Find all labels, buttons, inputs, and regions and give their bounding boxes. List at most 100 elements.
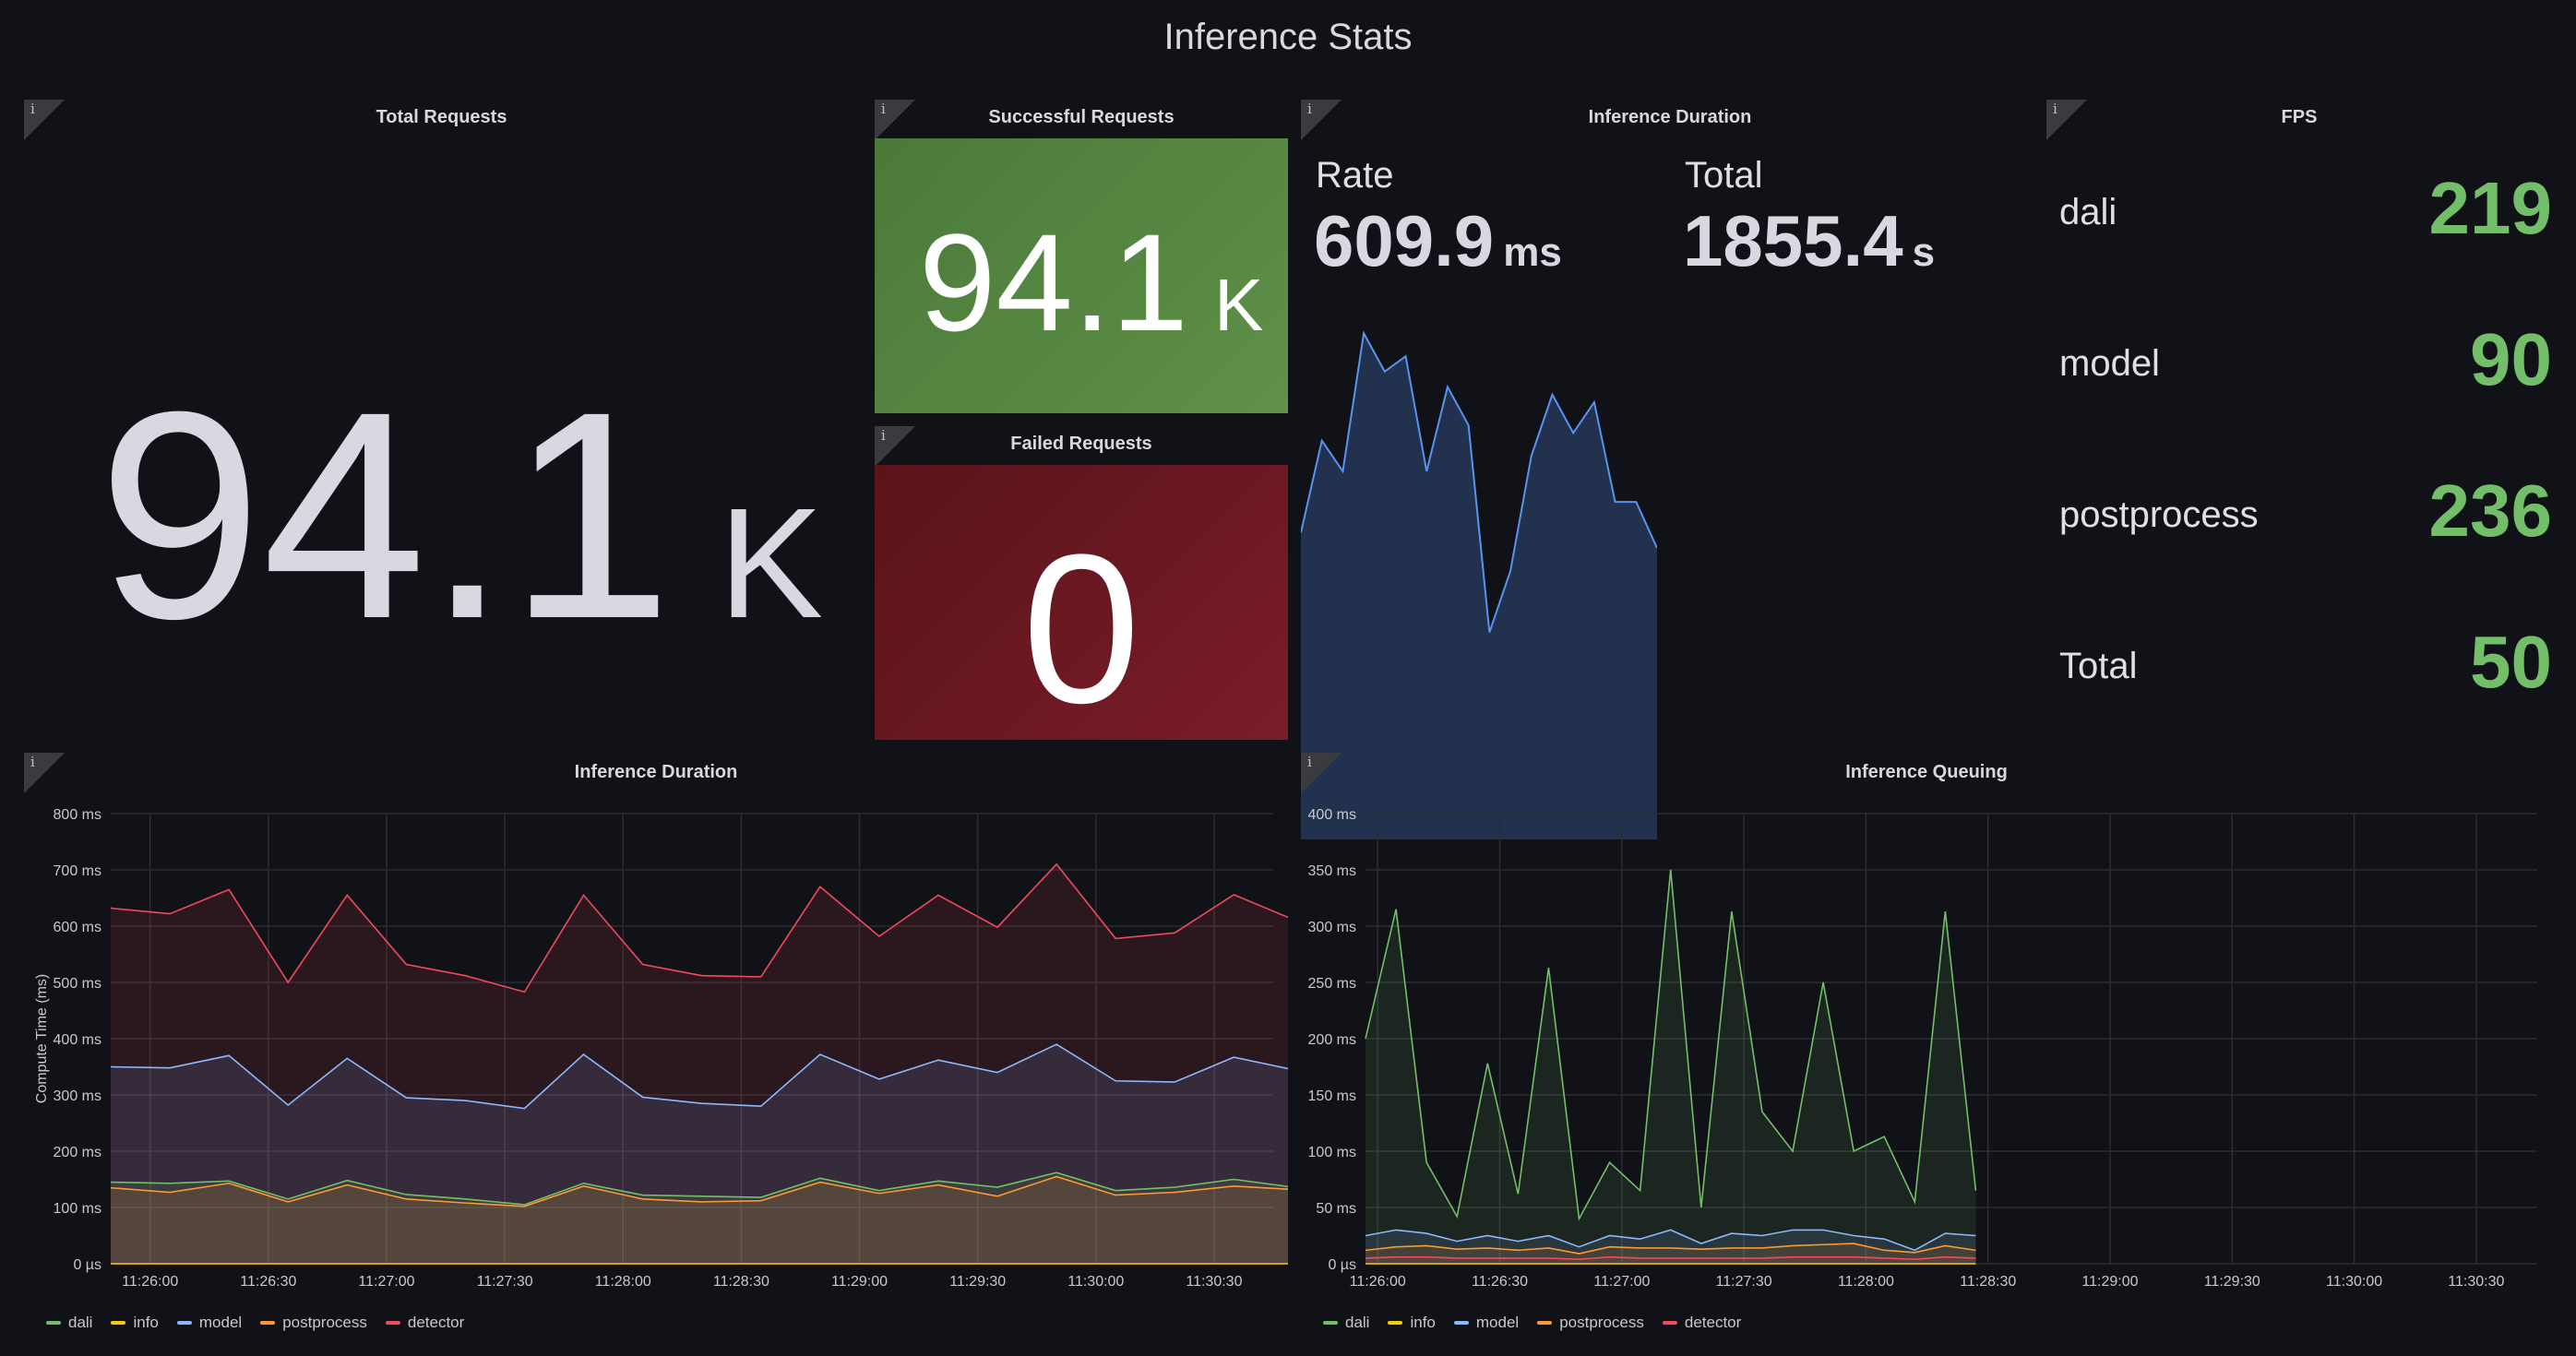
legend-swatch: [111, 1321, 126, 1325]
legend-label: detector: [407, 1314, 465, 1331]
series-line-detector[interactable]: [1365, 1255, 1976, 1260]
fps-value-total: 50: [2470, 621, 2552, 703]
panel-inference-duration-graph[interactable]: i Inference Duration 0 µs 100 ms 200 ms 300…: [24, 753, 1288, 1343]
y-tick-label: 400 ms: [1308, 807, 1356, 823]
x-tick-label: 11:27:00: [1593, 1274, 1650, 1290]
x-tick-label: 11:29:00: [831, 1274, 888, 1290]
inference-duration-chart[interactable]: 0 µs 100 ms 200 ms 300 ms 400 ms 500 ms 600 ms…: [24, 795, 1288, 1312]
info-icon[interactable]: i: [24, 753, 65, 793]
series-line-model[interactable]: [1365, 1229, 1976, 1252]
y-tick-label: 300 ms: [54, 1088, 101, 1104]
y-tick-label: 50 ms: [1316, 1201, 1356, 1217]
legend-label: postprocess: [282, 1314, 367, 1331]
panel-title: Inference Duration: [574, 762, 738, 782]
dashboard-title: Inference Stats: [1163, 17, 1413, 57]
success-background: [875, 138, 1288, 413]
info-icon[interactable]: i: [1301, 753, 1342, 793]
legend-label: model: [198, 1314, 243, 1331]
series-area-model: [1366, 1230, 1976, 1264]
legend-label: model: [1475, 1314, 1520, 1331]
legend-label: info: [1410, 1314, 1436, 1331]
total-label: Total: [1685, 155, 1763, 196]
x-tick-label: 11:28:00: [595, 1274, 651, 1290]
series-line-model[interactable]: [110, 1043, 1288, 1110]
legend-item-model[interactable]: model: [176, 1314, 243, 1332]
y-tick-label: 500 ms: [54, 976, 101, 992]
x-tick-label: 11:26:00: [122, 1274, 178, 1290]
legend-label: info: [133, 1314, 159, 1331]
legend-swatch: [176, 1321, 192, 1325]
panel-failed-requests[interactable]: i Failed Requests 0: [875, 426, 1288, 740]
chart-legend[interactable]: dali info model postprocess detector: [1323, 1314, 1741, 1332]
legend-swatch: [385, 1321, 400, 1325]
series-line-detector[interactable]: [110, 862, 1288, 993]
x-tick-label: 11:28:30: [713, 1274, 769, 1290]
inference-queuing-chart[interactable]: 0 µs 50 ms 100 ms 150 ms 200 ms 250 ms 300 ms 3…: [1301, 795, 2552, 1312]
info-icon[interactable]: i: [1301, 100, 1342, 140]
legend-swatch: [1388, 1321, 1403, 1325]
panel-successful-requests[interactable]: i Successful Requests 94.1 K: [875, 100, 1288, 413]
panel-inference-duration-stat[interactable]: i Inference Duration Rate 609.9 ms Total …: [1301, 100, 2039, 839]
legend-label: detector: [1684, 1314, 1742, 1331]
failed-background: [875, 465, 1288, 740]
info-icon[interactable]: i: [2046, 100, 2087, 140]
legend-label: dali: [68, 1314, 93, 1331]
legend-item-detector[interactable]: detector: [385, 1314, 465, 1332]
info-icon[interactable]: i: [875, 426, 915, 467]
x-tick-label: 11:26:30: [240, 1274, 296, 1290]
series-area-model: [111, 1044, 1288, 1264]
legend-item-dali[interactable]: dali: [1323, 1314, 1369, 1332]
panel-title: Failed Requests: [1010, 434, 1152, 454]
info-icon[interactable]: i: [875, 100, 915, 140]
x-tick-label: 11:28:00: [1838, 1274, 1894, 1290]
series-line-postprocess[interactable]: [110, 1175, 1288, 1207]
x-tick-label: 11:27:00: [358, 1274, 414, 1290]
y-tick-label: 400 ms: [54, 1032, 101, 1048]
fps-value-model: 90: [2470, 318, 2552, 400]
panel-title: Total Requests: [376, 107, 507, 127]
series-area-postprocess: [111, 1176, 1288, 1264]
legend-item-postprocess[interactable]: postprocess: [260, 1314, 367, 1332]
panel-fps[interactable]: i FPS dali 219 model 90 postprocess 236 …: [2046, 100, 2552, 741]
chart-legend[interactable]: dali info model postprocess detector: [46, 1314, 464, 1332]
legend-swatch: [46, 1321, 61, 1325]
rate-value: 609.9 ms: [1314, 200, 1562, 281]
y-tick-label: 800 ms: [54, 807, 101, 823]
legend-item-dali[interactable]: dali: [46, 1314, 92, 1332]
total-value: 1855.4 s: [1683, 200, 1936, 281]
y-tick-label: 350 ms: [1308, 863, 1356, 879]
panel-inference-queuing-graph[interactable]: i Inference Queuing 0 µs 50 ms 100 ms 150 m…: [1301, 753, 2552, 1343]
x-tick-label: 11:26:00: [1350, 1274, 1406, 1290]
x-tick-label: 11:26:30: [1472, 1274, 1528, 1290]
panel-title: Inference Queuing: [1845, 762, 2008, 782]
x-tick-label: 11:29:00: [2081, 1274, 2138, 1290]
failed-requests-value: 0: [1022, 510, 1140, 747]
sparkline-area: [1301, 333, 1657, 839]
total-requests-value: 94.1 K: [98, 350, 824, 680]
y-tick-label: 150 ms: [1308, 1088, 1356, 1104]
series-line-dali[interactable]: [110, 1172, 1288, 1206]
series-line-dali[interactable]: [1365, 869, 1977, 1221]
fps-value-postprocess: 236: [2428, 470, 2552, 552]
y-axis-label: Compute Time (ms): [34, 974, 50, 1103]
legend-item-info[interactable]: info: [111, 1314, 159, 1332]
legend-swatch: [1323, 1321, 1338, 1325]
x-tick-label: 11:30:30: [2448, 1274, 2504, 1290]
info-icon[interactable]: i: [24, 100, 65, 140]
legend-item-postprocess[interactable]: postprocess: [1537, 1314, 1644, 1332]
legend-item-info[interactable]: info: [1388, 1314, 1436, 1332]
x-tick-label: 11:27:30: [477, 1274, 533, 1290]
inference-duration-sparkline: [1301, 330, 1657, 839]
successful-requests-value: 94.1 K: [919, 205, 1264, 360]
legend-item-model[interactable]: model: [1453, 1314, 1520, 1332]
panel-title: Inference Duration: [1588, 107, 1752, 127]
legend-swatch: [1537, 1321, 1553, 1325]
legend-swatch: [260, 1321, 276, 1325]
legend-label: postprocess: [1559, 1314, 1644, 1331]
fps-label-model: model: [2059, 343, 2160, 384]
series-line-postprocess[interactable]: [1365, 1243, 1976, 1255]
panel-title: Successful Requests: [988, 107, 1175, 127]
series-area-dali: [1366, 870, 1976, 1264]
panel-total-requests[interactable]: i Total Requests 94.1 K: [24, 100, 859, 738]
legend-item-detector[interactable]: detector: [1662, 1314, 1742, 1332]
